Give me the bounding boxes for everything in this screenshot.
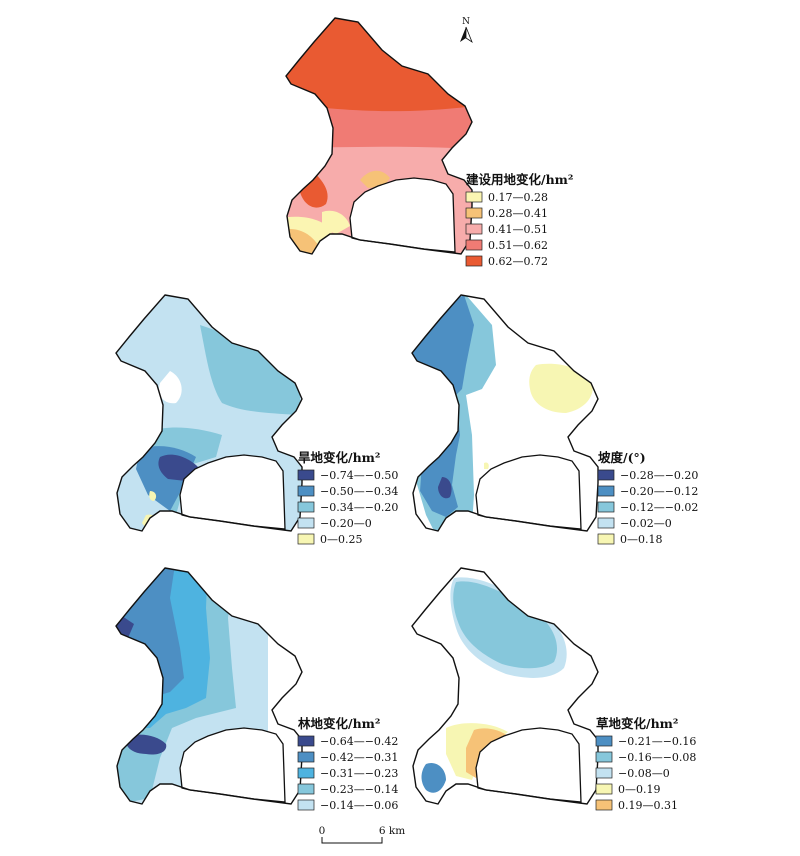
legend-slope: 坡度/(°) −0.28—−0.20 −0.20—−0.12 −0.12—−0.02… <box>597 450 698 546</box>
zone-class-5 <box>529 363 593 413</box>
legend-label: −0.21—−0.16 <box>618 735 696 748</box>
legend-swatch <box>465 239 483 251</box>
legend-swatch <box>297 735 315 747</box>
north-arrow-label: N <box>462 17 470 27</box>
legend-label: −0.08—0 <box>618 767 670 780</box>
legend-label: −0.64—−0.42 <box>320 735 398 748</box>
map-slope <box>411 294 599 532</box>
legend-label: −0.20—0 <box>320 517 372 530</box>
zone-class-2-patch <box>360 170 390 188</box>
legend-label: −0.02—0 <box>620 517 672 530</box>
legend-label: −0.12—−0.02 <box>620 501 698 514</box>
zone-class-5-patch <box>149 491 157 501</box>
legend-label: 0—0.18 <box>620 533 663 546</box>
legend-label: 0.28—0.41 <box>488 207 548 220</box>
legend-label: 0.62—0.72 <box>488 255 548 268</box>
scale-bar-start-label: 0 <box>319 825 326 837</box>
zone-class-1 <box>116 616 134 642</box>
legend-swatch <box>297 783 315 795</box>
map-forest <box>115 567 303 805</box>
north-arrow-icon <box>460 27 466 42</box>
zone-class-3 <box>200 325 300 415</box>
legend-construction-land: 建设用地变化/hm² 0.17—0.28 0.28—0.41 0.41—0.51 0.… <box>465 172 573 268</box>
zone-class-1-patch <box>322 210 350 234</box>
zone-class-1 <box>438 477 452 499</box>
north-arrow: N <box>460 17 473 44</box>
legend-swatch <box>297 501 315 513</box>
scale-bar: 0 6 km <box>319 825 405 844</box>
legend-label: −0.42—−0.31 <box>320 751 398 764</box>
zone-class-2 <box>453 581 558 669</box>
legend-label: −0.14—−0.06 <box>320 799 398 812</box>
legend-swatch <box>297 485 315 497</box>
legend-label: −0.34—−0.20 <box>320 501 398 514</box>
legend-swatch <box>297 799 315 811</box>
legend-dryland: 旱地变化/hm² −0.74—−0.50 −0.50—−0.34 −0.34—−0.… <box>297 450 398 546</box>
north-arrow-icon-outline <box>465 26 473 44</box>
zone-class-1 <box>421 762 446 793</box>
legend-swatch <box>297 533 315 545</box>
legend-label: −0.20—−0.12 <box>620 485 698 498</box>
legend-label: 0.41—0.51 <box>488 223 548 236</box>
legend-swatch <box>297 469 315 481</box>
legend-swatch <box>465 255 483 267</box>
legend-swatch <box>297 767 315 779</box>
legend-label: −0.74—−0.50 <box>320 469 398 482</box>
legend-label: 0—0.19 <box>618 783 661 796</box>
map-grassland <box>411 567 599 805</box>
legend-swatch <box>297 517 315 529</box>
legend-label: −0.31—−0.23 <box>320 767 398 780</box>
zone-class-1-patch <box>125 734 167 755</box>
legend-title: 旱地变化/hm² <box>298 450 380 465</box>
scale-bar-line <box>321 837 383 844</box>
legend-title: 林地变化/hm² <box>298 716 380 731</box>
scale-bar-end-label: 6 km <box>379 825 405 837</box>
legend-grassland: 草地变化/hm² −0.21—−0.16 −0.16—−0.08 −0.08—0 0—… <box>595 716 696 812</box>
legend-swatch <box>597 485 615 497</box>
map-construction-land <box>285 17 473 255</box>
legend-swatch <box>465 207 483 219</box>
legend-swatch <box>595 751 613 763</box>
legend-label: 0—0.25 <box>320 533 363 546</box>
map-dryland <box>115 294 303 532</box>
legend-swatch <box>595 799 613 811</box>
legend-swatch <box>297 751 315 763</box>
legend-label: −0.28—−0.20 <box>620 469 698 482</box>
legend-title: 建设用地变化/hm² <box>466 172 573 187</box>
legend-swatch <box>595 767 613 779</box>
legend-label: 0.51—0.62 <box>488 239 548 252</box>
zone-class-5-patch <box>484 462 489 469</box>
no-data-area <box>158 371 182 404</box>
legend-title: 坡度/(°) <box>598 450 646 465</box>
legend-swatch <box>597 517 615 529</box>
legend-label: 0.17—0.28 <box>488 191 548 204</box>
legend-swatch <box>597 501 615 513</box>
legend-swatch <box>465 191 483 203</box>
legend-label: −0.16—−0.08 <box>618 751 696 764</box>
legend-swatch <box>595 783 613 795</box>
legend-swatch <box>597 469 615 481</box>
legend-label: 0.19—0.31 <box>618 799 678 812</box>
legend-swatch <box>597 533 615 545</box>
zone-class-2 <box>412 295 474 517</box>
legend-swatch <box>595 735 613 747</box>
legend-label: −0.23—−0.14 <box>320 783 398 796</box>
legend-label: −0.50—−0.34 <box>320 485 398 498</box>
legend-title: 草地变化/hm² <box>596 716 678 731</box>
legend-swatch <box>465 223 483 235</box>
legend-forest: 林地变化/hm² −0.64—−0.42 −0.42—−0.31 −0.31—−0.… <box>297 716 398 812</box>
